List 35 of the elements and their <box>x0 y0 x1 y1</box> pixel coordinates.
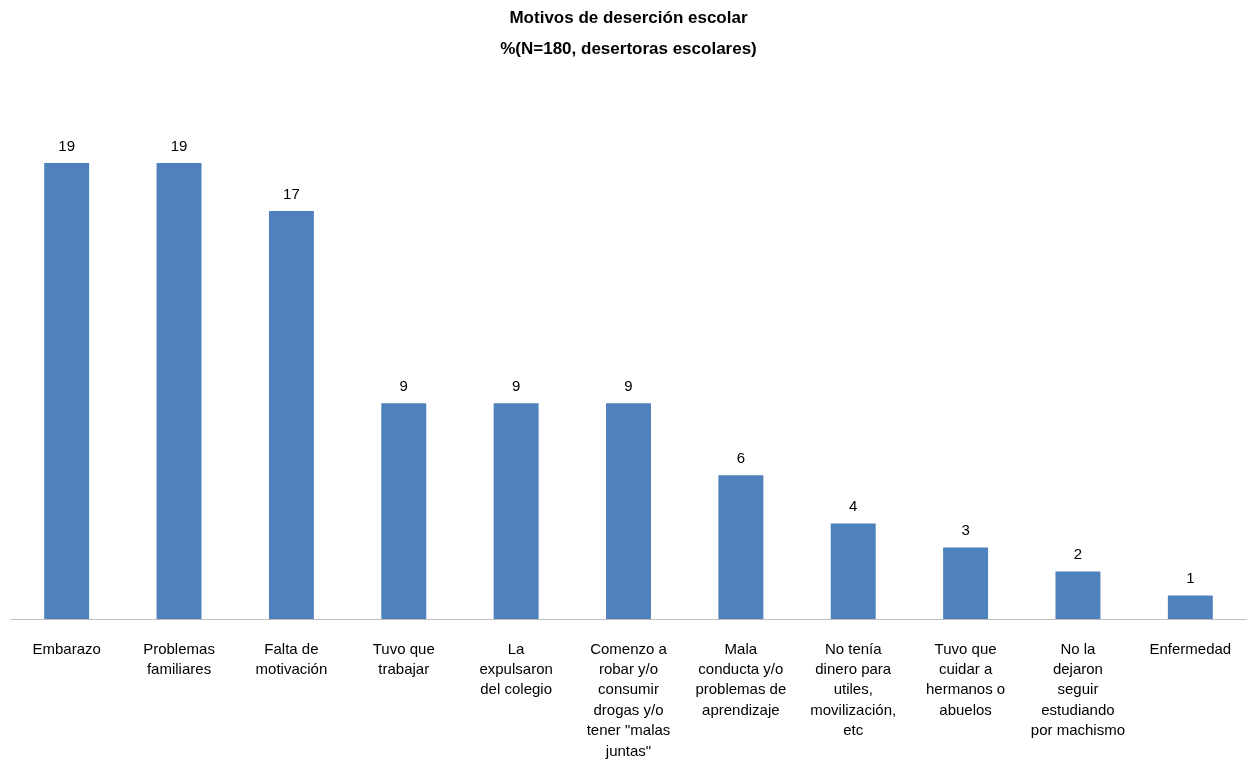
chart-title: Motivos de deserción escolar <box>509 7 748 27</box>
x-tick-label: Embarazo <box>32 639 101 657</box>
bar <box>268 211 314 620</box>
x-tick-label: La expulsaron del colegio <box>479 639 553 698</box>
bar <box>1055 571 1101 620</box>
data-label: 19 <box>170 136 188 154</box>
x-tick-label: Enfermedad <box>1149 639 1232 657</box>
x-tick-label: Tuvo que trabajar <box>372 639 435 677</box>
bar <box>381 403 427 620</box>
bar <box>156 162 202 620</box>
data-label: 6 <box>736 449 746 467</box>
data-label: 9 <box>399 377 408 395</box>
bar <box>718 475 764 620</box>
data-label: 3 <box>961 521 970 539</box>
x-tick-label: Problemas familiares <box>143 639 215 677</box>
bar <box>830 523 876 620</box>
x-tick-label: Tuvo que cuidar a hermanos o abuelos <box>925 639 1006 718</box>
x-tick-label: Falta de motivación <box>255 639 328 677</box>
bar <box>44 162 90 620</box>
data-label: 1 <box>1186 569 1195 587</box>
bar <box>1167 595 1213 620</box>
bar <box>943 547 989 620</box>
data-label: 9 <box>511 377 521 395</box>
x-tick-label: No tenía dinero para utiles, movilización, etc <box>810 639 897 739</box>
data-label: 2 <box>1073 545 1083 563</box>
x-tick-label: No la dejaron seguir estudiando por machismo <box>1030 639 1126 739</box>
data-label: 19 <box>58 136 76 154</box>
data-label: 17 <box>283 185 300 202</box>
x-tick-label: Mala conducta y/o problemas de aprendizaje <box>695 639 787 718</box>
data-label: 4 <box>849 497 858 515</box>
x-tick-label: Comenzo a robar y/o consumir drogas y/o tener "malas juntas" <box>586 639 671 759</box>
chart-subtitle: %(N=180, desertoras escolares) <box>500 38 757 58</box>
data-label: 9 <box>624 377 633 395</box>
bar <box>606 403 651 620</box>
bar <box>493 403 539 620</box>
